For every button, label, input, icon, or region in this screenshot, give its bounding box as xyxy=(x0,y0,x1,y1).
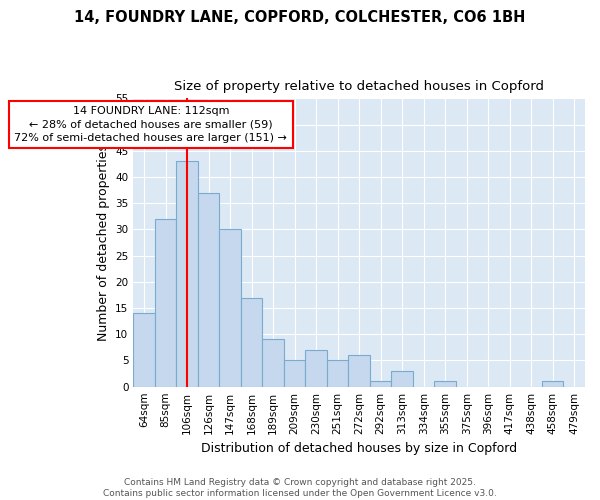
Bar xyxy=(241,298,262,386)
Text: Contains HM Land Registry data © Crown copyright and database right 2025.
Contai: Contains HM Land Registry data © Crown c… xyxy=(103,478,497,498)
Bar xyxy=(391,371,413,386)
Title: Size of property relative to detached houses in Copford: Size of property relative to detached ho… xyxy=(174,80,544,93)
Bar xyxy=(327,360,349,386)
Bar xyxy=(155,219,176,386)
Bar xyxy=(434,382,456,386)
Bar xyxy=(198,192,220,386)
Bar xyxy=(133,314,155,386)
Text: 14 FOUNDRY LANE: 112sqm
← 28% of detached houses are smaller (59)
72% of semi-de: 14 FOUNDRY LANE: 112sqm ← 28% of detache… xyxy=(14,106,287,142)
Bar xyxy=(262,340,284,386)
X-axis label: Distribution of detached houses by size in Copford: Distribution of detached houses by size … xyxy=(201,442,517,455)
Bar xyxy=(349,355,370,386)
Bar xyxy=(220,230,241,386)
Bar xyxy=(176,161,198,386)
Y-axis label: Number of detached properties: Number of detached properties xyxy=(97,144,110,341)
Text: 14, FOUNDRY LANE, COPFORD, COLCHESTER, CO6 1BH: 14, FOUNDRY LANE, COPFORD, COLCHESTER, C… xyxy=(74,10,526,25)
Bar xyxy=(542,382,563,386)
Bar xyxy=(370,382,391,386)
Bar xyxy=(284,360,305,386)
Bar xyxy=(305,350,327,387)
